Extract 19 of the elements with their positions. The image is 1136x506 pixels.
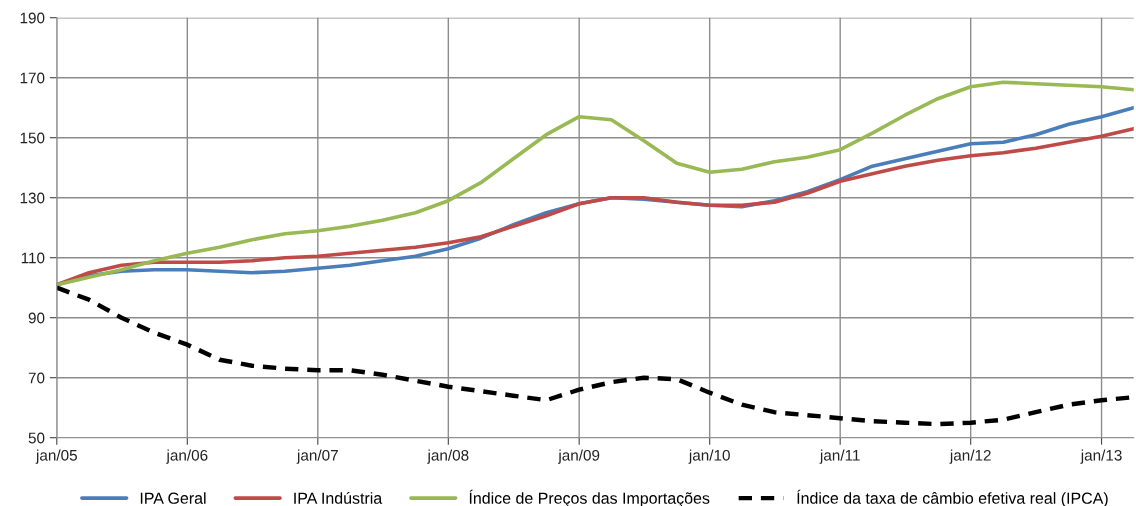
y-tick-label: 130 <box>20 192 45 204</box>
x-tick-label: jan/07 <box>296 449 338 464</box>
x-tick-label: jan/11 <box>819 449 860 464</box>
legend-label: IPA Geral <box>140 492 206 504</box>
legend-label: IPA Indústria <box>294 491 383 504</box>
y-tick-label: 170 <box>20 72 45 84</box>
y-tick-label: 70 <box>28 372 45 384</box>
y-tick-label: 190 <box>20 12 45 24</box>
x-tick-label: jan/10 <box>688 449 730 464</box>
x-tick-label: jan/09 <box>557 449 600 464</box>
y-tick-label: 50 <box>28 432 45 444</box>
x-tick-label: jan/08 <box>427 449 469 464</box>
y-tick-label: 90 <box>28 312 45 324</box>
x-tick-label: jan/05 <box>35 449 77 464</box>
x-tick-label: jan/13 <box>1080 449 1122 464</box>
x-tick-label: jan/12 <box>949 449 991 464</box>
x-tick-label: jan/06 <box>166 449 208 464</box>
y-tick-label: 150 <box>20 132 45 144</box>
y-tick-label: 110 <box>21 252 45 264</box>
